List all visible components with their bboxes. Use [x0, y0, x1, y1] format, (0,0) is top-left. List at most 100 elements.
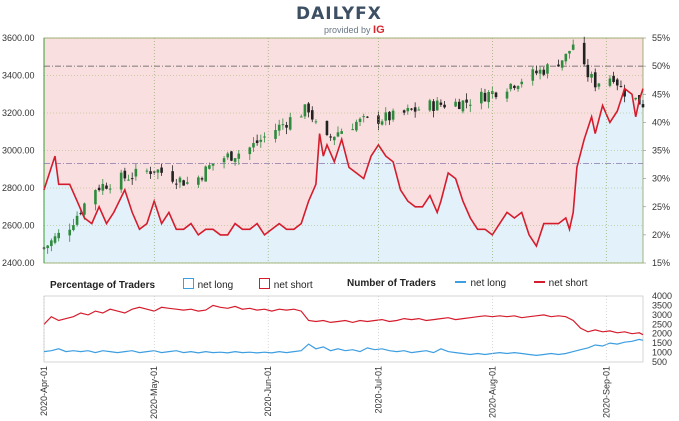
candle-body	[623, 89, 626, 97]
candle-body	[149, 171, 152, 175]
candle-body	[564, 53, 568, 62]
candle-body	[388, 111, 391, 121]
candle-body	[156, 169, 160, 173]
candle-body	[509, 83, 513, 90]
candle-body	[72, 225, 75, 231]
candle-body	[531, 69, 535, 81]
net-short-count-line	[43, 304, 644, 336]
y-left-tick-label: 2600.00	[2, 221, 35, 231]
candle-body	[94, 189, 97, 205]
candle-body	[432, 101, 435, 112]
candle-body	[619, 86, 623, 88]
candle-body	[483, 92, 487, 102]
candle-body	[171, 171, 174, 182]
candle-body	[307, 103, 310, 113]
candle-body	[263, 136, 266, 138]
candle-body	[634, 97, 637, 100]
count-tick-label: 2500	[652, 319, 672, 329]
candle-body	[277, 124, 281, 131]
y-left-tick-label: 3200.00	[2, 108, 35, 118]
legend-pct-title: Percentage of Traders	[50, 280, 156, 291]
y-left-tick-label: 2800.00	[2, 183, 35, 193]
candle-body	[127, 179, 130, 181]
count-frame	[43, 295, 644, 363]
legend-percentage: Percentage of Traders net long net short	[50, 278, 313, 291]
provided-by: provided by IG	[324, 24, 385, 36]
candle-body	[590, 73, 593, 78]
candle-body	[200, 178, 204, 180]
candle-body	[299, 116, 303, 118]
candle-body	[336, 132, 340, 137]
candle-body	[204, 166, 207, 182]
candle-body	[310, 110, 314, 120]
candle-body	[560, 60, 564, 68]
price-sentiment-chart: 2400.00 2600.00 2800.00 3000.00 3200.00 3400.…	[2, 33, 670, 268]
candle-body	[520, 81, 524, 85]
provided-by-text: provided by	[324, 25, 371, 35]
y-right-tick-label: 55%	[652, 33, 670, 43]
candle-body	[571, 44, 575, 50]
candle-body	[480, 91, 483, 104]
legend-pct-net-short: net short	[273, 280, 313, 291]
dailyfx-logo: DAILYFX	[296, 4, 382, 24]
candle-body	[97, 187, 101, 191]
candle-body	[145, 170, 149, 172]
candle-body	[535, 70, 538, 74]
candle-body	[75, 215, 79, 225]
y-right-tick-label: 45%	[652, 89, 670, 99]
candle-body	[285, 124, 288, 128]
candle-body	[391, 110, 395, 120]
candle-body	[615, 79, 619, 86]
candle-body	[119, 172, 123, 190]
candle-body	[366, 116, 369, 118]
x-tick-label: 2020-Jun-01	[263, 366, 273, 417]
y-right-tick-label: 35%	[652, 146, 670, 156]
candle-body	[557, 64, 560, 67]
candle-body	[457, 101, 461, 110]
y-right-tick-label: 50%	[652, 61, 670, 71]
candle-body	[362, 116, 366, 118]
candle-body	[288, 117, 292, 130]
candle-body	[516, 85, 520, 89]
candle-body	[130, 178, 134, 180]
date-axis: 2020-Apr-01 2020-May-01 2020-Jun-01 2020-Ju…	[39, 38, 611, 419]
candle-body	[538, 69, 542, 74]
candle-body	[468, 104, 472, 106]
candle-body	[274, 130, 277, 139]
candle-body	[123, 170, 127, 179]
y-right-tick-label: 15%	[652, 258, 670, 268]
candle-body	[384, 112, 388, 121]
candle-body	[252, 143, 255, 148]
candle-body	[406, 107, 410, 112]
candle-body	[608, 78, 612, 86]
x-tick-label: 2020-Aug-01	[487, 366, 497, 418]
y-right-tick-label: 40%	[652, 117, 670, 127]
x-tick-label: 2020-Jul-01	[373, 366, 383, 414]
legend-count: Number of Traders net long net short	[347, 278, 588, 289]
candle-body	[454, 101, 457, 107]
candle-body	[281, 124, 285, 126]
candle-body	[568, 50, 571, 54]
count-tick-label: 2000	[652, 329, 672, 339]
y-right-tick-label: 30%	[652, 174, 670, 184]
candle-body	[259, 139, 263, 142]
candle-body	[351, 129, 354, 131]
candle-body	[582, 42, 586, 65]
candle-body	[233, 158, 237, 162]
candle-body	[152, 171, 156, 173]
y-left-tick-label: 3000.00	[2, 146, 35, 156]
count-tick-label: 1000	[652, 348, 672, 358]
candle-body	[197, 177, 200, 185]
count-tick-label: 4000	[652, 291, 672, 301]
candle-body	[50, 240, 53, 247]
y-left-tick-label: 2400.00	[2, 258, 35, 268]
count-tick-label: 3500	[652, 300, 672, 310]
count-tick-label: 1500	[652, 338, 672, 348]
candle-body	[340, 131, 343, 134]
candle-body	[443, 104, 446, 108]
candle-body	[134, 168, 138, 177]
y-right-tick-label: 20%	[652, 230, 670, 240]
candle-body	[593, 72, 597, 88]
x-tick-label: 2020-May-01	[149, 366, 159, 419]
